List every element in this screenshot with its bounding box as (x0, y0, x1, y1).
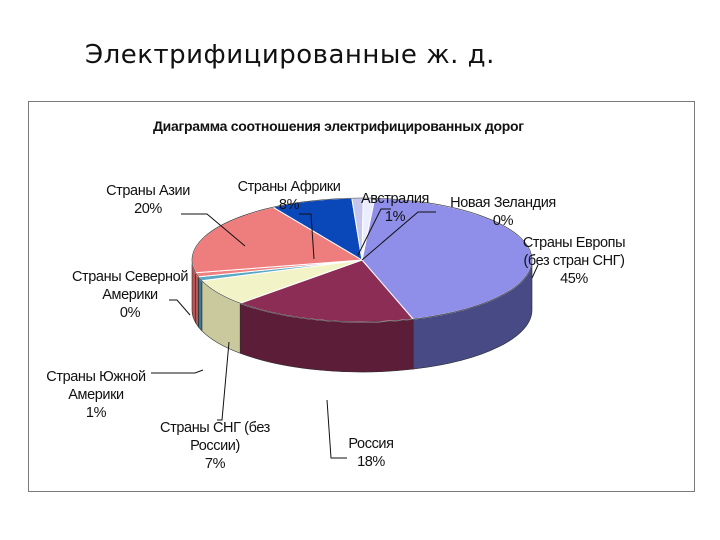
slice-value-label: 18% (357, 454, 385, 470)
slice-value-label: 7% (205, 456, 226, 472)
leader-line-2 (217, 341, 230, 421)
slice-value-label: 20% (134, 201, 162, 217)
slice-name-line: (без стран СНГ) (523, 253, 624, 269)
slice-labels: Страны Европы (без стран СНГ) 45% Россия 18%… (46, 179, 625, 472)
slice-value-label: 45% (560, 271, 588, 287)
leader-lines (151, 208, 539, 459)
slice-label-4: Страны Северной Америки 0% (72, 269, 188, 321)
leader-line-0 (531, 264, 539, 279)
slice-name-line: Россия (348, 436, 393, 452)
slice-value-label: 0% (120, 305, 141, 321)
leader-line-5 (181, 213, 246, 247)
slice-name-line: Страны Африки (238, 179, 341, 195)
slice-name-line: Страны Азии (106, 183, 190, 199)
slide-title: Электрифицированные ж. д. (85, 40, 495, 70)
leader-line-8 (361, 211, 436, 261)
leader-line-1 (326, 399, 347, 459)
pie-rim (191, 197, 533, 323)
slice-label-2: Страны СНГ (без России) 7% (160, 420, 271, 472)
slice-value-label: 8% (279, 197, 300, 213)
slice-name-line: Страны Северной (72, 269, 188, 285)
slice-value-label: 1% (385, 209, 406, 225)
pie-slices (191, 197, 533, 373)
leader-line-4 (169, 299, 191, 316)
slice-label-1: Россия 18% (348, 436, 393, 470)
leader-line-7 (357, 208, 391, 256)
slice-label-8: Новая Зеландия 0% (450, 195, 556, 229)
slice-label-0: Страны Европы (без стран СНГ) 45% (523, 235, 625, 287)
slice-value-label: 0% (493, 213, 514, 229)
slice-label-5: Страны Азии 20% (106, 183, 190, 217)
slice-name-line: Америки (102, 287, 158, 303)
chart-frame: Диаграмма соотношения электрифицированны… (28, 101, 695, 492)
slice-name-line: Страны Южной (46, 369, 146, 385)
leader-line-6 (299, 213, 315, 260)
slice-name-line: Страны Европы (523, 235, 625, 251)
slice-label-3: Страны Южной Америки 1% (46, 369, 146, 421)
slice-name-line: Новая Зеландия (450, 195, 556, 211)
slice-name-line: Австралия (361, 191, 429, 207)
slice-name-line: России) (190, 438, 240, 454)
pie-slice-side-4 (195, 271, 199, 328)
slice-name-line: Америки (68, 387, 124, 403)
slice-label-7: Австралия 1% (361, 191, 429, 225)
slice-value-label: 1% (86, 405, 107, 421)
pie-chart: Диаграмма соотношения электрифицированны… (46, 118, 625, 472)
slice-name-line: Страны СНГ (без (160, 420, 271, 436)
pie-slice-side-3 (198, 275, 203, 332)
chart-title: Диаграмма соотношения электрифицированны… (153, 118, 524, 134)
slice-label-6: Страны Африки 8% (238, 179, 341, 213)
leader-line-3 (151, 369, 204, 374)
